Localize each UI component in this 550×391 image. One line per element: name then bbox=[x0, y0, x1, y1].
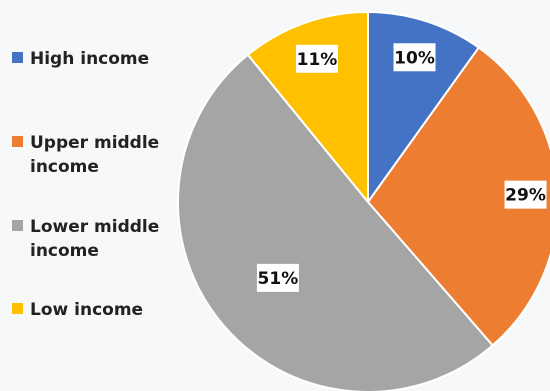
data-label-box-lower-middle-income bbox=[256, 263, 299, 292]
data-label-box-high-income bbox=[393, 43, 436, 72]
legend-label-upper-middle-income: Upper middle income bbox=[30, 133, 160, 177]
legend-swatch-low-income bbox=[12, 303, 23, 314]
pie-slice-upper-middle-income bbox=[366, 46, 550, 347]
legend-label-high-income: High income bbox=[30, 49, 150, 69]
legend-item-high-income: High income bbox=[12, 47, 170, 71]
data-label-lower-middle-income: 51% bbox=[256, 263, 299, 292]
legend-item-lower-middle-income: Lower middle income bbox=[12, 215, 170, 263]
data-label-upper-middle-income: 29% bbox=[504, 180, 547, 209]
data-label-text-upper-middle-income: 29% bbox=[505, 186, 546, 206]
legend-label-low-income: Low income bbox=[30, 300, 144, 320]
pie-slice-lower-middle-income bbox=[177, 53, 495, 391]
legend-item-upper-middle-income: Upper middle income bbox=[12, 131, 170, 179]
data-label-box-low-income bbox=[296, 44, 339, 73]
legend-swatch-lower-middle-income bbox=[12, 220, 23, 231]
data-label-low-income: 11% bbox=[296, 44, 339, 73]
data-label-text-high-income: 10% bbox=[394, 48, 435, 68]
legend-swatch-high-income bbox=[12, 52, 23, 63]
legend-item-low-income: Low income bbox=[12, 298, 170, 322]
data-label-box-upper-middle-income bbox=[504, 180, 547, 209]
data-label-high-income: 10% bbox=[393, 43, 436, 72]
chart-legend: High income Upper middle income Lower mi… bbox=[12, 0, 182, 391]
data-label-text-lower-middle-income: 51% bbox=[258, 269, 299, 289]
legend-label-lower-middle-income: Lower middle income bbox=[30, 217, 160, 261]
legend-swatch-upper-middle-income bbox=[12, 136, 23, 147]
data-label-text-low-income: 11% bbox=[297, 50, 338, 70]
